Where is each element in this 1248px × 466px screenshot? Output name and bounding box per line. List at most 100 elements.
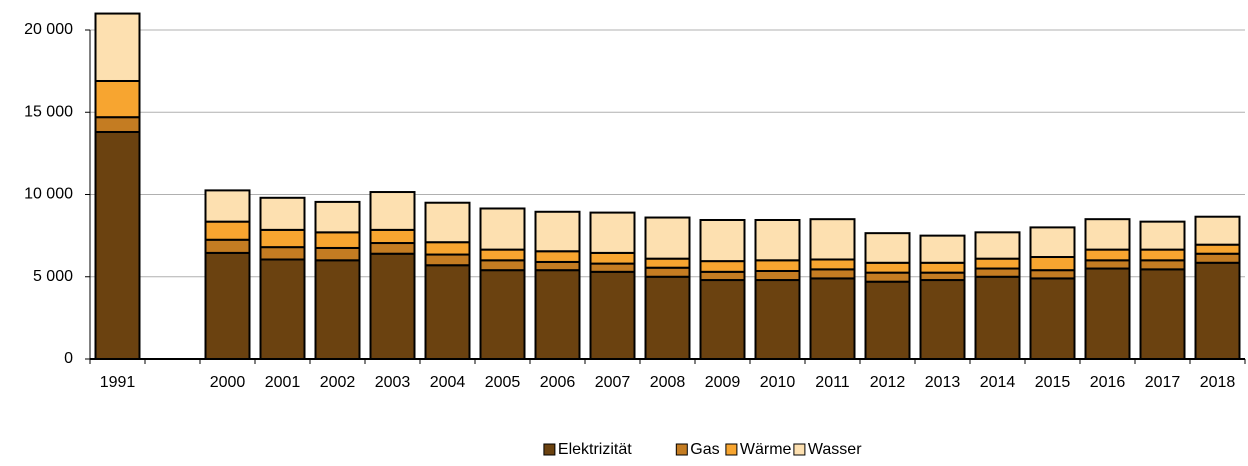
legend-swatch [725,443,738,456]
bar-segment [974,231,1021,260]
bar-segment [259,246,306,261]
bar-segment [754,269,801,282]
bar-segment [919,261,966,274]
bar-segment [1139,220,1186,251]
bar-segment [1139,259,1186,271]
x-tick-label: 2004 [430,374,466,391]
bar-segment [1029,256,1076,272]
bar-segment [589,251,636,265]
legend-swatch [675,443,688,456]
bar-segment [1084,248,1131,262]
y-tick-label: 20 000 [24,21,73,38]
bar-segment [644,275,691,360]
x-tick-label: 2012 [870,374,906,391]
bar-segment [809,277,856,360]
bar-segment [864,271,911,283]
bar-segment [974,267,1021,278]
bar-segment [479,269,526,361]
x-tick-label: 2002 [320,374,356,391]
bar-segment [424,253,471,267]
bar-segment [424,241,471,256]
bar-segment [974,257,1021,270]
bar-segment [204,251,251,361]
bar-segment [94,130,141,360]
bar-segment [644,266,691,278]
bar-segment [699,260,746,273]
x-tick-label: 2009 [705,374,741,391]
bar-segment [479,248,526,262]
bar-segment [644,216,691,260]
bar-segment [589,270,636,360]
bar-segment [479,259,526,272]
bar-segment [864,232,911,264]
bar-segment [1194,243,1241,255]
bar-segment [1029,277,1076,360]
legend-label: Wärme [740,441,792,458]
x-tick-label: 2016 [1090,374,1126,391]
bar-segment [644,257,691,269]
y-tick-label: 0 [64,350,73,367]
x-tick-label: 2008 [650,374,686,391]
legend-label: Wasser [808,441,862,458]
legend-label: Gas [690,441,719,458]
bar-segment [754,279,801,361]
x-tick-label: 2017 [1145,374,1181,391]
bar-segment [259,196,306,231]
x-tick-label: 2005 [485,374,521,391]
bar-segment [534,250,581,263]
bar-segment [534,269,581,361]
bar-segment [479,207,526,251]
bar-segment [1139,248,1186,262]
bar-segment [369,228,416,245]
bar-segment [1194,252,1241,264]
bar-segment [589,211,636,254]
bar-segment [1084,259,1131,270]
bar-segment [809,218,856,261]
x-tick-label: 2015 [1035,374,1071,391]
y-tick-label: 5 000 [33,268,73,285]
bar-segment [424,264,471,360]
x-tick-label: 2010 [760,374,796,391]
bar-segment [1029,269,1076,280]
bar-segment [204,238,251,254]
bar-segment [699,270,746,282]
bar-segment [204,220,251,241]
y-tick-label: 10 000 [24,186,73,203]
bar-segment [1194,215,1241,246]
bar-segment [1139,268,1186,360]
bar-segment [754,218,801,262]
bar-segment [974,275,1021,360]
bar-segment [369,252,416,360]
bar-segment [314,246,361,262]
bar-segment [369,242,416,255]
bar-segment [1084,218,1131,251]
bar-segment [1029,226,1076,259]
bar-segment [94,12,141,82]
bar-segment [864,261,911,274]
x-tick-label: 2001 [265,374,301,391]
bar-segment [534,260,581,272]
bar-segment [699,218,746,263]
bar-segment [94,79,141,119]
x-tick-label: 2003 [375,374,411,391]
x-tick-label: 2014 [980,374,1016,391]
bar-segment [864,280,911,360]
bar-segment [1194,261,1241,360]
x-tick-label: 2000 [210,374,246,391]
y-tick-label: 15 000 [24,103,73,120]
legend-label: Elektrizität [558,441,632,458]
bar-segment [534,210,581,253]
bar-segment [919,234,966,264]
bar-segment [809,268,856,280]
bar-segment [589,262,636,273]
bar-segment [94,116,141,133]
x-tick-label: 2018 [1200,374,1236,391]
bar-segment [1084,267,1131,360]
bar-segment [919,271,966,282]
bar-segment [919,279,966,361]
bar-segment [809,258,856,271]
bar-segment [259,228,306,249]
bar-segment [314,259,361,360]
legend-swatch [793,443,806,456]
